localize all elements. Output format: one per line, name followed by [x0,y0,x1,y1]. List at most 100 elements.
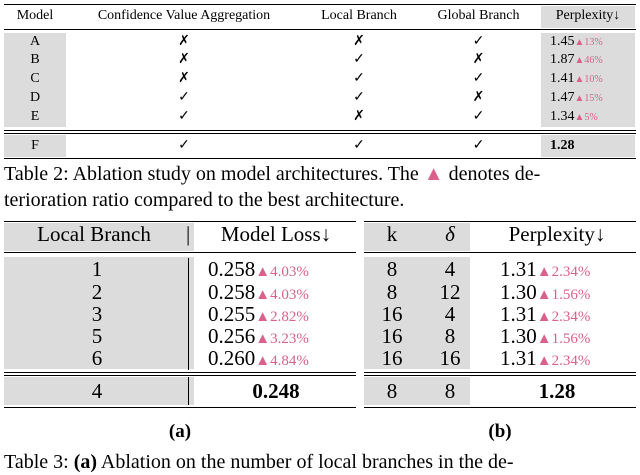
header-perplexity: Perplexity↓ [508,222,606,246]
mid-rule-upper [4,130,636,131]
table-row-cva: ✓ [178,109,190,124]
table-row-local-branch: 1 [91,257,103,281]
best-row-local-branch: 4 [91,379,103,403]
best-row-perplexity: 1.28 [538,379,576,403]
table-row-global: ✗ [472,90,485,105]
table-row-model-loss: 0.258▲4.03% [208,257,309,284]
table-row-perplexity: 1.31▲2.34% [500,346,590,373]
table-2-caption: Table 2: Ablation study on model archite… [4,161,540,187]
table-row-model-loss: 0.255▲2.82% [208,302,309,329]
best-model-shade [4,135,66,157]
table-row-perplexity: 1.31▲2.34% [500,302,590,329]
column-divider-best [188,377,189,405]
subtable-label-b: (b) [488,421,512,442]
table-row-perplexity: 1.31▲2.34% [500,257,590,284]
table-3-caption: Table 3: (a) Ablation on the number of l… [4,449,514,475]
perplexity-value: 1.41 [550,71,575,86]
deterioration-ratio: ▲2.82% [255,309,309,325]
best-row-local: ✓ [353,138,365,153]
table-row-model: B [30,52,40,67]
table-row-model-loss: 0.258▲4.03% [208,280,309,307]
table-row-model: E [30,109,40,124]
deterioration-ratio: ▲2.34% [536,309,591,325]
best-local-branch-shade [4,377,194,405]
best-row-k: 8 [386,379,398,403]
perplexity-value: 1.31 [500,302,537,326]
table-row-perplexity: 1.41▲10% [550,71,603,88]
table-row-delta: 8 [444,324,456,348]
perplexity-col-shade [541,33,635,127]
header-delta: δ [445,222,455,246]
table-row-local: ✓ [353,52,365,67]
caption-bold-marker: (a) [73,451,98,473]
local-branch-col-shade [4,257,194,369]
table-row-k: 8 [386,257,398,281]
header-rule [4,29,636,30]
loss-value: 0.258 [208,257,256,281]
perplexity-value: 1.45 [550,34,575,49]
mid-rule-lower [364,375,636,376]
table-2-caption-line2: terioration ratio compared to the best a… [4,189,405,211]
table-row-delta: 12 [439,280,461,304]
table-row-k: 16 [381,346,403,370]
best-row-model-loss: 0.248 [252,379,300,403]
table-row-local-branch: 3 [91,302,103,326]
best-row-perplexity: 1.28 [550,138,575,153]
deterioration-ratio: ▲15% [574,93,603,104]
header-shade [4,223,194,251]
caption-prefix: Table 3: [4,451,69,473]
caption-text: Table 2: Ablation study on model archite… [4,163,419,185]
loss-value: 0.260 [208,346,256,370]
best-row-cva: ✓ [178,138,190,153]
table-row-cva: ✗ [178,52,190,67]
caption-text: Ablation on the number of local branches… [100,451,514,473]
best-perplexity-shade [541,135,635,157]
top-rule [4,221,356,222]
table-row-local-branch: 6 [91,346,103,370]
table-row-model: D [29,90,41,105]
header-rule [364,252,636,253]
table-row-cva: ✗ [178,34,190,49]
perplexity-value: 1.34 [550,109,575,124]
table-row-local: ✗ [353,109,365,124]
table-row-cva: ✗ [178,71,190,86]
deterioration-ratio: ▲4.03% [255,287,309,303]
loss-value: 0.255 [208,302,256,326]
header-perplexity: Perplexity↓ [555,8,621,23]
best-row-global: ✓ [472,138,485,153]
table-row-local: ✓ [353,90,365,105]
perplexity-value: 1.87 [550,52,575,67]
table-row-global: ✓ [472,34,485,49]
deterioration-ratio: ▲5% [574,112,598,123]
table-row-model-loss: 0.256▲3.23% [208,324,309,351]
table-row-local: ✓ [353,71,365,86]
table-row-model-loss: 0.260▲4.84% [208,346,309,373]
table-row-delta: 16 [439,346,461,370]
header-confidence-value-aggregation: Confidence Value Aggregation [97,8,271,23]
table-row-perplexity: 1.47▲15% [550,90,603,107]
header-local-branch: Local Branch [321,8,397,23]
deterioration-ratio: ▲1.56% [536,287,591,303]
mid-rule-lower [4,133,636,134]
best-row-model: F [31,138,39,153]
perplexity-value: 1.31 [500,257,537,281]
mid-rule-lower [4,375,356,376]
top-rule [4,4,636,5]
deterioration-ratio: ▲13% [574,37,603,48]
triangle-marker-icon: ▲ [423,163,444,185]
loss-value: 0.258 [208,280,256,304]
deterioration-ratio: ▲4.03% [255,264,309,280]
deterioration-ratio: ▲46% [574,55,603,66]
header-model: Model [16,8,54,23]
bottom-rule [4,407,356,408]
table-row-k: 8 [386,280,398,304]
table-row-global: ✗ [472,52,485,67]
table-row-delta: 4 [444,257,456,281]
bottom-rule [4,158,636,159]
table-row-cva: ✓ [178,90,190,105]
table-row-model: A [29,34,41,49]
table-row-model: C [30,71,40,86]
deterioration-ratio: ▲4.84% [255,353,309,369]
column-divider [188,258,189,370]
header-model-loss: Model Loss↓ [220,222,332,246]
